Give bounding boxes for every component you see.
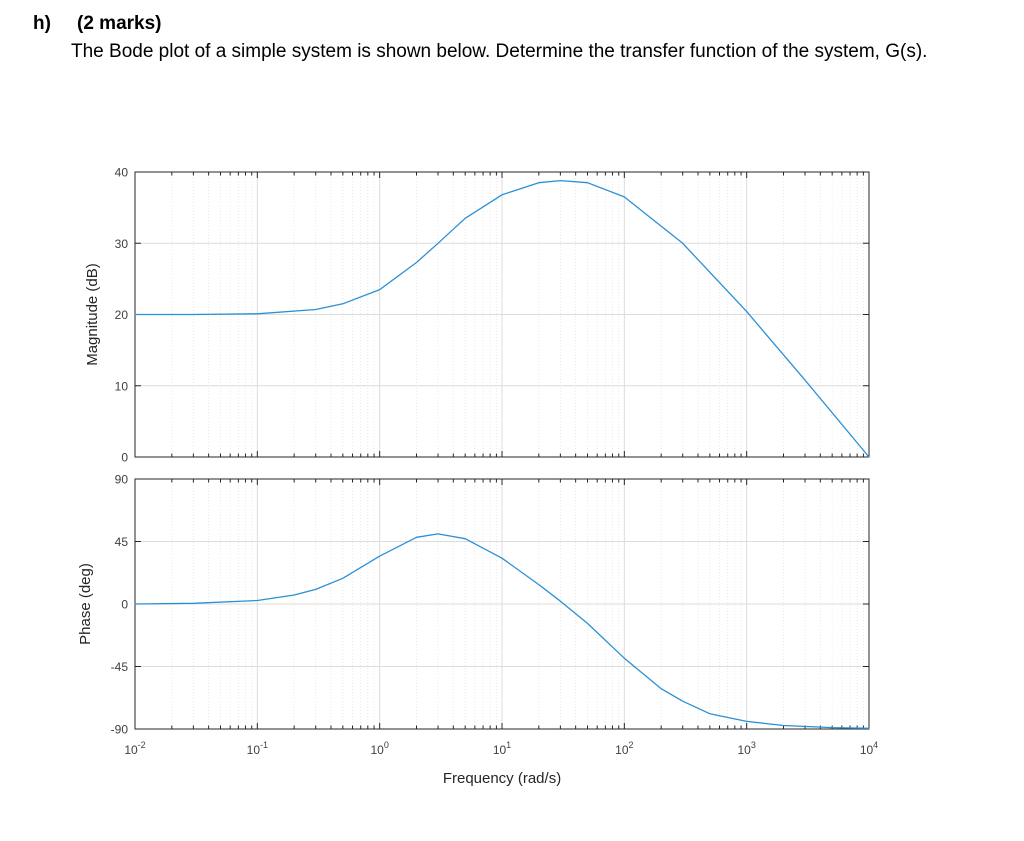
phase-y-tick-label: -90: [111, 723, 129, 737]
question-marks: (2 marks): [77, 13, 162, 34]
question-label: h): [33, 13, 51, 34]
question-header: h) (2 marks): [33, 13, 162, 35]
magnitude-panel: 0 10 20 30 40 Magnitude (dB): [84, 166, 870, 465]
x-tick-label: 103: [737, 740, 755, 757]
question-text: The Bode plot of a simple system is show…: [71, 41, 928, 62]
magnitude-y-tick-label: 30: [115, 237, 129, 251]
x-tick-label: 102: [615, 740, 633, 757]
phase-y-axis-label: Phase (deg): [77, 563, 94, 645]
phase-panel: -90 -45 0 45 90 Phase (deg): [77, 473, 870, 737]
phase-y-tick-label: 45: [115, 535, 129, 549]
phase-series-line: [134, 533, 870, 729]
x-tick-label: 10-2: [124, 740, 145, 757]
x-tick-label: 10-1: [247, 740, 268, 757]
phase-y-tick-label: -45: [111, 660, 129, 674]
x-tick-label: 101: [493, 740, 511, 757]
magnitude-y-tick-label: 20: [115, 308, 129, 322]
magnitude-y-tick-label: 0: [121, 451, 128, 465]
magnitude-series-line: [134, 179, 870, 458]
x-tick-label: 100: [370, 740, 388, 757]
phase-y-tick-label: 0: [121, 598, 128, 612]
magnitude-y-tick-label: 40: [115, 166, 129, 180]
magnitude-y-tick-label: 10: [115, 379, 129, 393]
x-tick-label: 104: [860, 740, 878, 757]
magnitude-y-axis-label: Magnitude (dB): [84, 263, 101, 366]
phase-y-tick-label: 90: [115, 473, 129, 487]
x-axis-label: Frequency (rad/s): [443, 770, 561, 787]
